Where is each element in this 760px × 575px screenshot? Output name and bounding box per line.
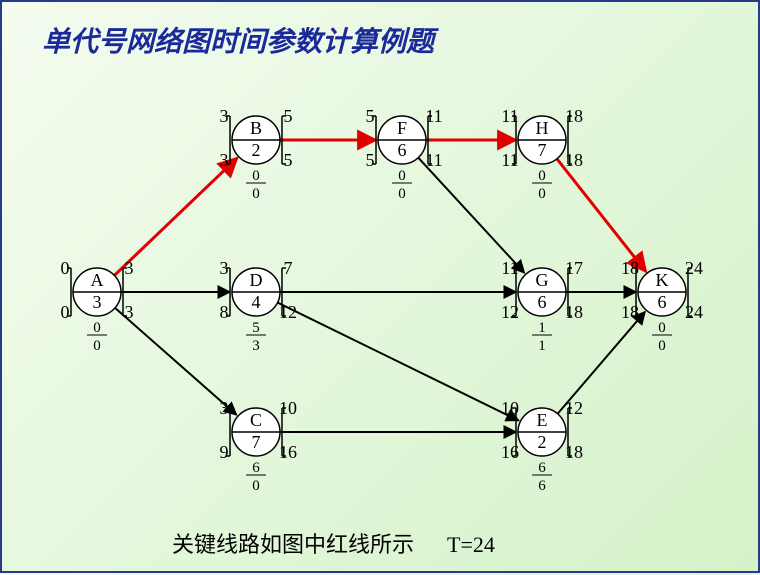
svg-text:0: 0 bbox=[61, 302, 70, 322]
svg-text:11: 11 bbox=[501, 258, 518, 278]
svg-text:0: 0 bbox=[658, 320, 666, 336]
node-K: K6 18 18 24 24 0 0 bbox=[621, 258, 703, 354]
node-G: G61112171811 bbox=[501, 258, 583, 354]
svg-text:18: 18 bbox=[565, 106, 583, 126]
svg-text:4: 4 bbox=[252, 292, 261, 312]
svg-text:1: 1 bbox=[538, 320, 546, 336]
svg-text:3: 3 bbox=[125, 302, 134, 322]
node-B: B2 3 3 5 5 0 0 bbox=[220, 106, 293, 202]
svg-text:0: 0 bbox=[252, 478, 260, 494]
svg-text:18: 18 bbox=[621, 258, 639, 278]
svg-text:0: 0 bbox=[252, 168, 260, 184]
svg-text:0: 0 bbox=[61, 258, 70, 278]
svg-text:8: 8 bbox=[220, 302, 229, 322]
svg-text:K: K bbox=[656, 270, 669, 290]
svg-text:H: H bbox=[536, 118, 549, 138]
svg-text:7: 7 bbox=[252, 432, 261, 452]
svg-text:12: 12 bbox=[279, 302, 297, 322]
svg-text:12: 12 bbox=[565, 398, 583, 418]
svg-text:D: D bbox=[250, 270, 263, 290]
node-D: D4 3 8 7 12 5 3 bbox=[220, 258, 298, 354]
svg-text:10: 10 bbox=[501, 398, 519, 418]
svg-text:0: 0 bbox=[398, 168, 406, 184]
svg-text:17: 17 bbox=[565, 258, 583, 278]
svg-text:12: 12 bbox=[501, 302, 519, 322]
caption: 关键线路如图中红线所示 T=24 bbox=[172, 527, 495, 559]
svg-text:5: 5 bbox=[284, 150, 293, 170]
svg-text:18: 18 bbox=[565, 442, 583, 462]
svg-text:5: 5 bbox=[366, 106, 375, 126]
node-H: H7 11 11 18 18 0 0 bbox=[501, 106, 583, 202]
svg-text:0: 0 bbox=[398, 186, 406, 202]
svg-text:6: 6 bbox=[658, 292, 667, 312]
svg-text:6: 6 bbox=[252, 460, 260, 476]
svg-text:6: 6 bbox=[538, 460, 546, 476]
caption-critical-path: 关键线路如图中红线所示 bbox=[172, 532, 414, 557]
svg-text:0: 0 bbox=[538, 186, 546, 202]
svg-text:0: 0 bbox=[252, 186, 260, 202]
svg-text:0: 0 bbox=[658, 338, 666, 354]
svg-text:G: G bbox=[536, 270, 549, 290]
node-F: F6 5 5 11 11 0 0 bbox=[366, 106, 443, 202]
svg-text:3: 3 bbox=[220, 150, 229, 170]
svg-text:E: E bbox=[537, 410, 548, 430]
svg-text:11: 11 bbox=[501, 150, 518, 170]
svg-text:3: 3 bbox=[93, 292, 102, 312]
svg-text:3: 3 bbox=[220, 258, 229, 278]
svg-text:18: 18 bbox=[621, 302, 639, 322]
svg-text:24: 24 bbox=[685, 302, 703, 322]
svg-text:11: 11 bbox=[425, 106, 442, 126]
svg-text:9: 9 bbox=[220, 442, 229, 462]
node-C: C7 3 9 10 16 6 0 bbox=[220, 398, 298, 494]
svg-text:A: A bbox=[91, 270, 104, 290]
svg-text:C: C bbox=[250, 410, 262, 430]
svg-text:6: 6 bbox=[538, 292, 547, 312]
svg-text:6: 6 bbox=[398, 140, 407, 160]
svg-text:18: 18 bbox=[565, 150, 583, 170]
svg-text:5: 5 bbox=[252, 320, 260, 336]
svg-text:3: 3 bbox=[252, 338, 260, 354]
network-diagram: A3003300B2335500D43871253C739101660F6551… bbox=[2, 2, 760, 575]
svg-text:6: 6 bbox=[538, 478, 546, 494]
svg-text:5: 5 bbox=[284, 106, 293, 126]
svg-text:3: 3 bbox=[125, 258, 134, 278]
svg-text:18: 18 bbox=[565, 302, 583, 322]
svg-text:3: 3 bbox=[220, 398, 229, 418]
svg-text:11: 11 bbox=[425, 150, 442, 170]
svg-text:0: 0 bbox=[93, 338, 101, 354]
node-E: E2 10 16 12 18 6 6 bbox=[501, 398, 583, 494]
svg-text:10: 10 bbox=[279, 398, 297, 418]
svg-text:0: 0 bbox=[93, 320, 101, 336]
svg-text:2: 2 bbox=[252, 140, 261, 160]
svg-text:11: 11 bbox=[501, 106, 518, 126]
svg-text:3: 3 bbox=[220, 106, 229, 126]
svg-text:0: 0 bbox=[538, 168, 546, 184]
svg-text:7: 7 bbox=[284, 258, 293, 278]
svg-text:2: 2 bbox=[538, 432, 547, 452]
caption-total-time: T=24 bbox=[447, 532, 495, 557]
svg-text:24: 24 bbox=[685, 258, 703, 278]
svg-text:16: 16 bbox=[279, 442, 297, 462]
svg-text:5: 5 bbox=[366, 150, 375, 170]
svg-text:7: 7 bbox=[538, 140, 547, 160]
svg-text:1: 1 bbox=[538, 338, 546, 354]
svg-text:B: B bbox=[250, 118, 262, 138]
svg-text:16: 16 bbox=[501, 442, 519, 462]
node-A: A3003300 bbox=[61, 258, 134, 354]
svg-text:F: F bbox=[397, 118, 407, 138]
